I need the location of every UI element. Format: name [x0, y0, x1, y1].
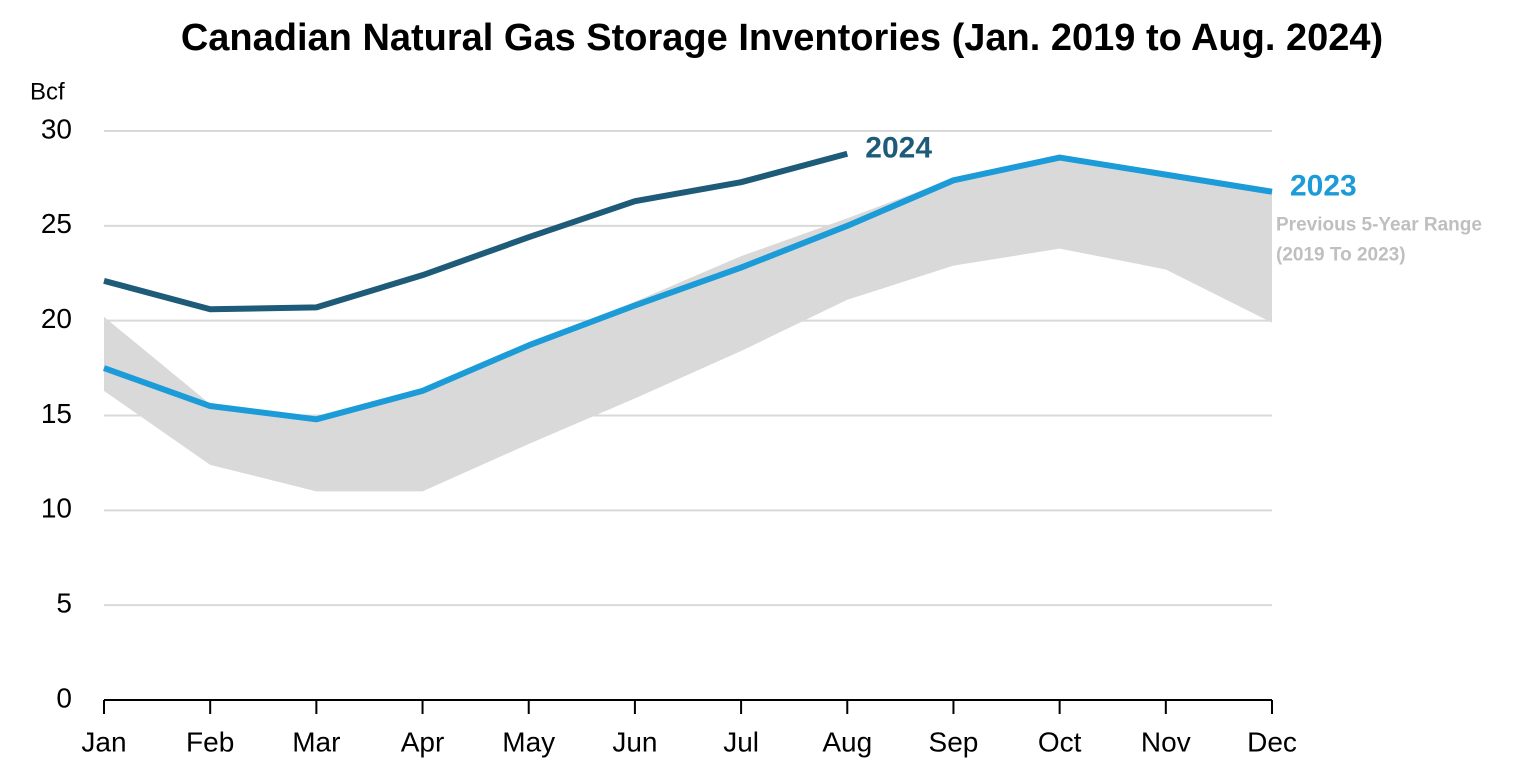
y-tick-label: 0: [56, 682, 72, 713]
x-tick-label: Apr: [401, 726, 445, 757]
x-tick-label: Jan: [81, 726, 126, 757]
range-label: Previous 5-Year Range: [1276, 215, 1482, 236]
x-tick-label: Sep: [929, 726, 979, 757]
y-axis-label: Bcf: [30, 78, 65, 105]
y-tick-label: 25: [41, 208, 72, 239]
range-label: (2019 To 2023): [1276, 245, 1406, 266]
series-label: 2023: [1290, 170, 1357, 203]
y-tick-label: 5: [56, 588, 72, 619]
y-tick-label: 30: [41, 113, 72, 144]
x-tick-label: Jun: [612, 726, 657, 757]
series-label: 2024: [865, 132, 932, 165]
y-tick-label: 20: [41, 303, 72, 334]
x-tick-label: Jul: [723, 726, 759, 757]
x-tick-label: Oct: [1038, 726, 1082, 757]
series-line: [102, 154, 1273, 423]
y-tick-label: 10: [41, 493, 72, 524]
y-tick-label: 15: [41, 398, 72, 429]
range-band: [104, 157, 1272, 492]
x-tick-label: May: [502, 726, 555, 757]
x-tick-label: Aug: [822, 726, 872, 757]
chart-title: Canadian Natural Gas Storage Inventories…: [181, 17, 1383, 59]
x-tick-label: Mar: [292, 726, 340, 757]
x-tick-label: Dec: [1247, 726, 1297, 757]
x-tick-label: Nov: [1141, 726, 1191, 757]
x-tick-label: Feb: [186, 726, 234, 757]
series-line: [103, 150, 849, 313]
